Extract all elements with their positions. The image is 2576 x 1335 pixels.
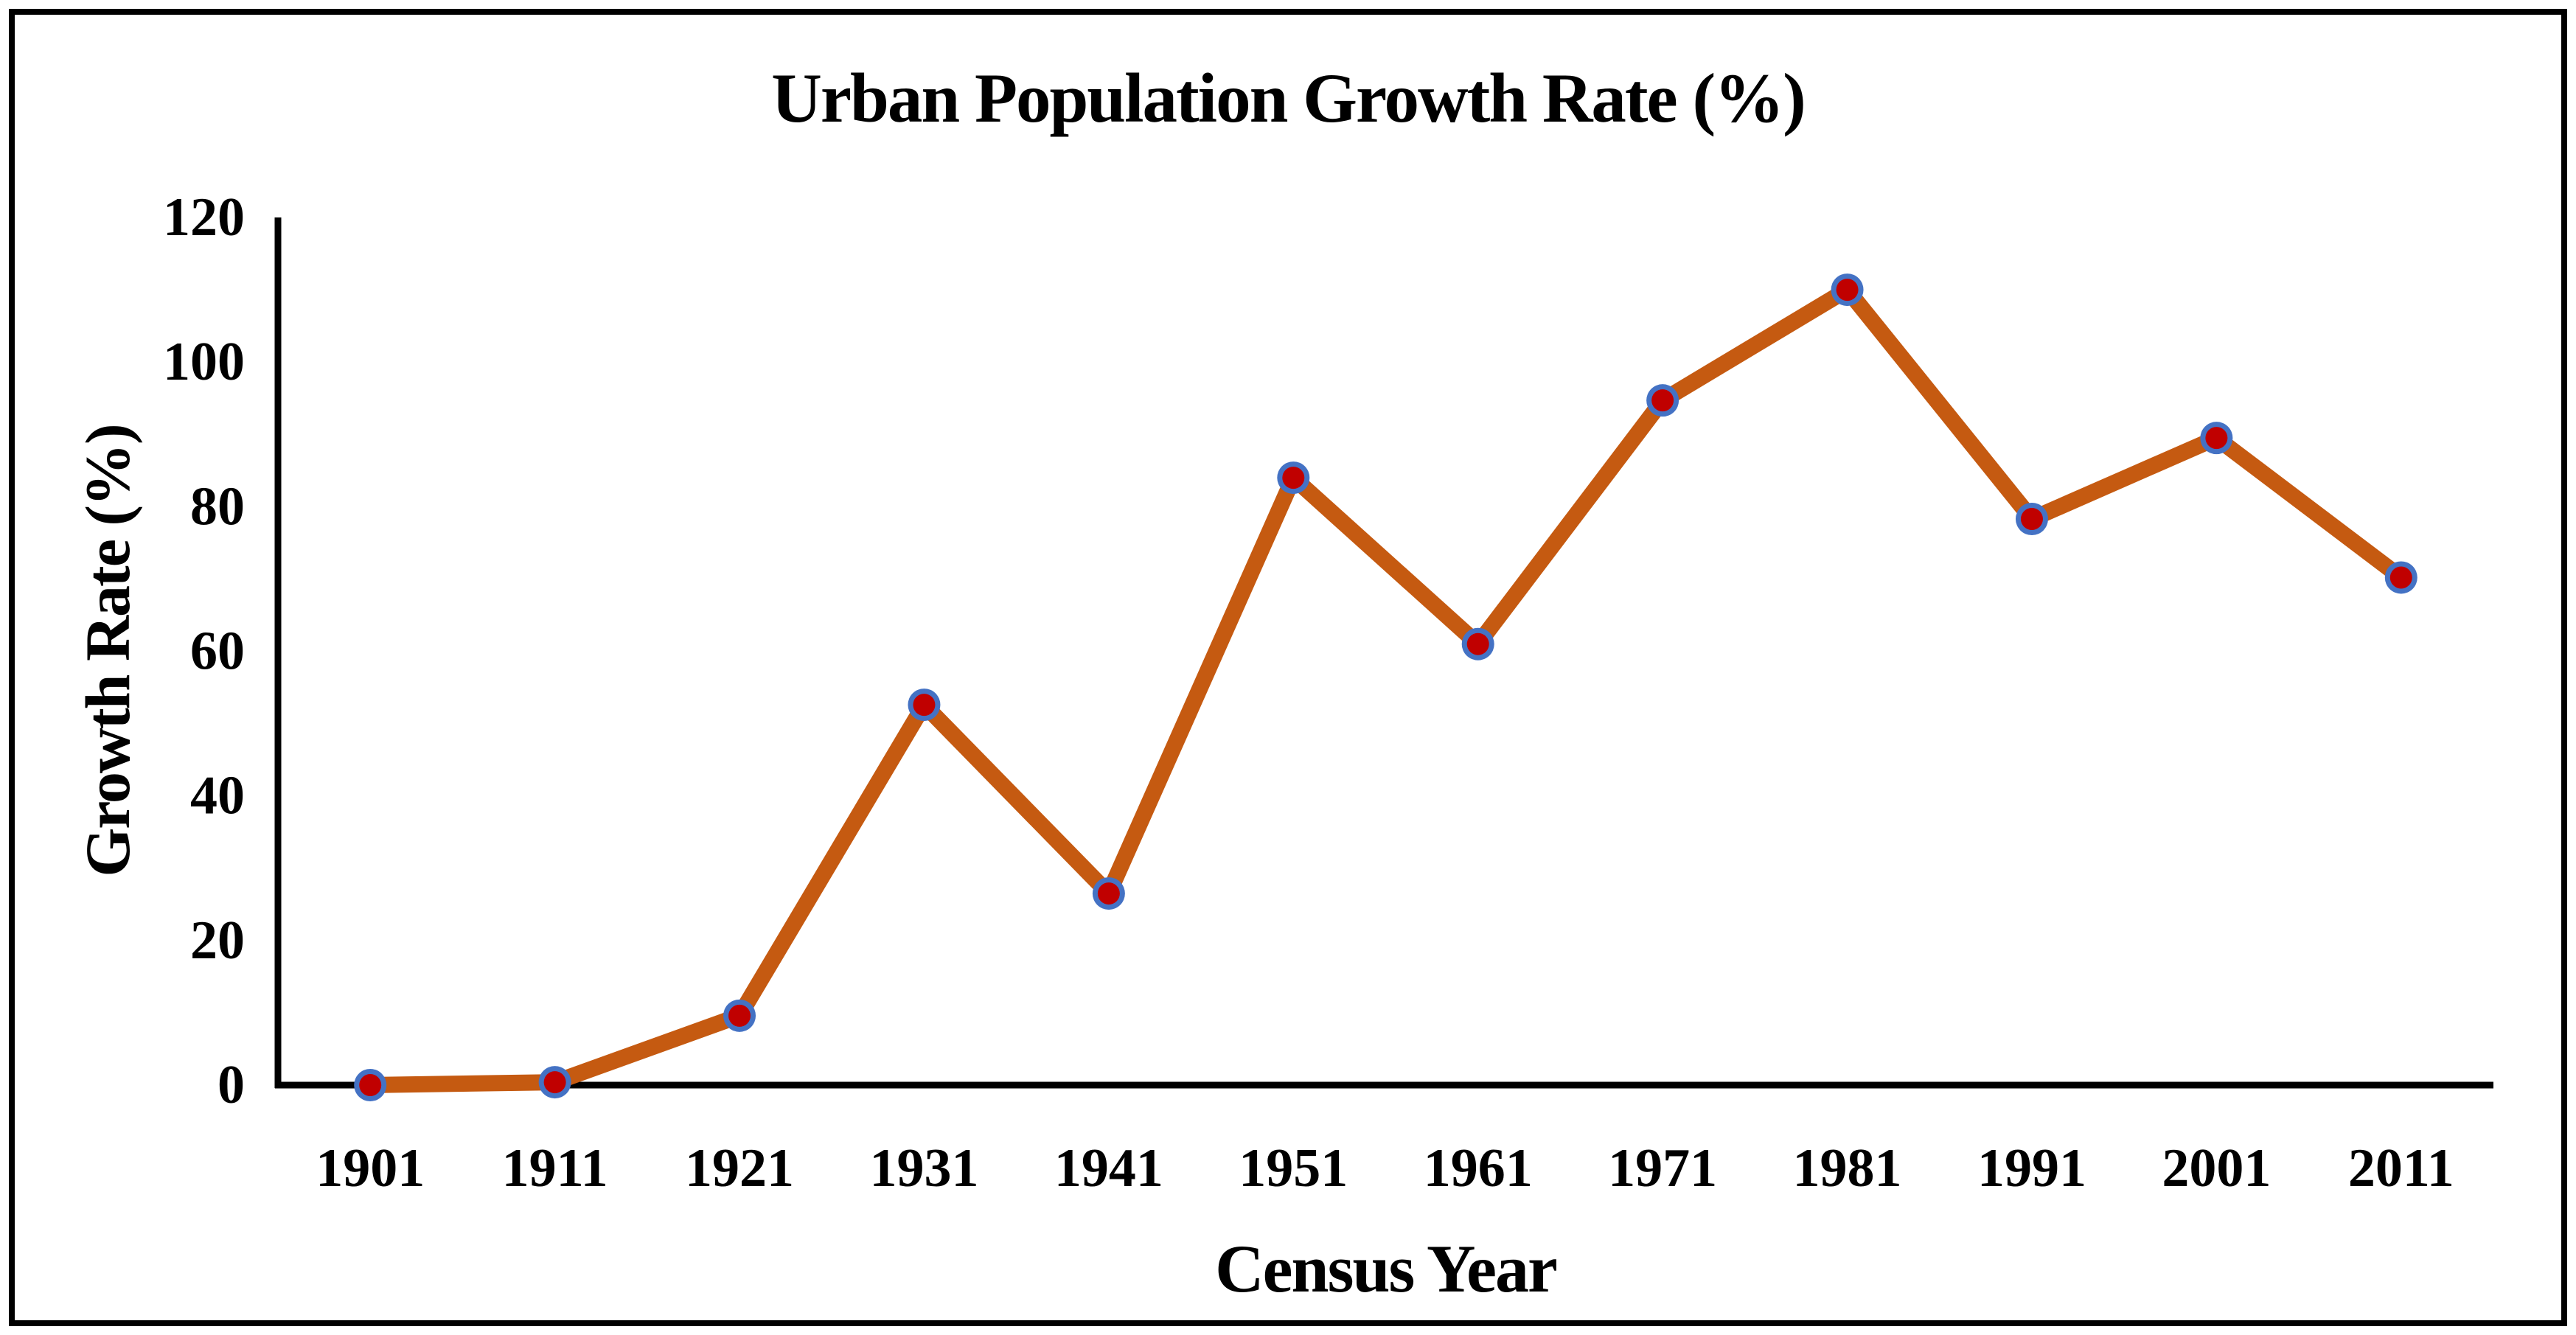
data-point-1971 <box>1651 389 1674 412</box>
data-point-2011 <box>2389 566 2412 589</box>
chart-frame-border <box>9 9 2567 1326</box>
y-axis-tick-label: 80 <box>190 476 245 537</box>
x-axis-tick-label: 1921 <box>685 1138 794 1199</box>
data-point-1901 <box>359 1074 382 1096</box>
x-axis-tick-label: 1941 <box>1054 1138 1163 1199</box>
growth-rate-series-line <box>362 282 2409 1093</box>
data-point-1921 <box>728 1004 751 1027</box>
data-point-1981 <box>1836 279 1859 301</box>
y-axis-tick-label: 20 <box>190 910 245 971</box>
x-axis-tick-label: 1901 <box>316 1138 425 1199</box>
x-axis-tick-label: 2001 <box>2162 1138 2271 1199</box>
data-point-1911 <box>543 1071 566 1094</box>
x-axis-tick-label: 1961 <box>1424 1138 1533 1199</box>
x-axis-tick-label: 1951 <box>1239 1138 1348 1199</box>
data-point-1991 <box>2020 508 2043 531</box>
x-axis-tick-label: 1911 <box>502 1138 608 1199</box>
data-point-1931 <box>913 694 936 717</box>
x-axis-tick-label: 1971 <box>1608 1138 1717 1199</box>
data-point-1951 <box>1282 467 1305 489</box>
y-axis-tick-label: 120 <box>163 187 245 248</box>
x-axis-title: Census Year <box>1215 1231 1558 1306</box>
x-axis-tick-label: 1981 <box>1793 1138 1902 1199</box>
data-point-1941 <box>1097 882 1120 905</box>
x-axis-tick-label: 1931 <box>869 1138 978 1199</box>
data-point-2001 <box>2205 427 2228 450</box>
chart-title: Urban Population Growth Rate (%) <box>771 59 1806 137</box>
y-axis-tick-label: 40 <box>190 766 245 826</box>
y-axis-tick-label: 100 <box>163 332 245 392</box>
y-axis-tick-label: 0 <box>217 1055 245 1115</box>
data-point-1961 <box>1466 632 1489 655</box>
x-axis-tick-label: 2011 <box>2348 1138 2454 1199</box>
y-axis-tick-label: 60 <box>190 621 245 682</box>
x-axis-tick-label: 1991 <box>1977 1138 2086 1199</box>
